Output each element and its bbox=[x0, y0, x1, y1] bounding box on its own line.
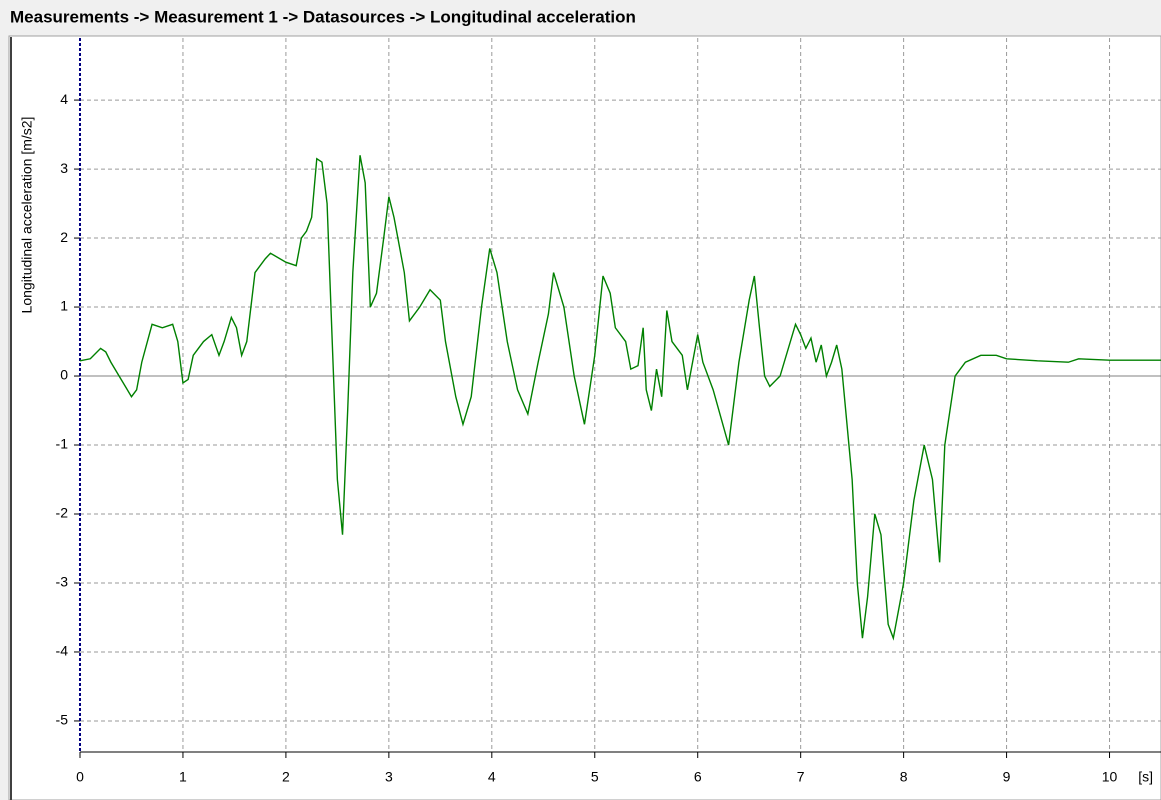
data-line bbox=[79, 155, 1161, 641]
y-tick-label: -5 bbox=[56, 712, 69, 728]
y-tick-label: -3 bbox=[56, 574, 69, 590]
x-tick-label: 5 bbox=[591, 769, 599, 785]
x-tick-label: 1 bbox=[179, 769, 187, 785]
labels: -5 -4 -3 -2 -1 0 1 2 3 4 0 1 2 3 4 5 6 7 8 9 10 bbox=[56, 91, 1118, 785]
y-tick-label: -1 bbox=[56, 436, 69, 452]
x-tick-label: 0 bbox=[76, 769, 84, 785]
x-axis-label: [s] bbox=[1138, 769, 1153, 785]
x-tick-label: 4 bbox=[488, 769, 496, 785]
y-tick-label: 4 bbox=[60, 91, 68, 107]
x-tick-label: 7 bbox=[797, 769, 805, 785]
x-tick-label: 3 bbox=[385, 769, 393, 785]
x-tick-label: 6 bbox=[694, 769, 702, 785]
y-tick-label: -4 bbox=[56, 643, 69, 659]
x-tick-label: 9 bbox=[1003, 769, 1011, 785]
y-tick-label: -2 bbox=[56, 505, 69, 521]
y-tick-label: 0 bbox=[60, 367, 68, 383]
y-tick-label: 1 bbox=[60, 298, 68, 314]
x-tick-label: 8 bbox=[900, 769, 908, 785]
x-tick-label: 10 bbox=[1102, 769, 1118, 785]
chart-title: Measurements -> Measurement 1 -> Datasou… bbox=[10, 7, 636, 26]
y-axis-label: Longitudinal acceleration [m/s2] bbox=[19, 117, 35, 314]
y-tick-label: 3 bbox=[60, 160, 68, 176]
y-tick-label: 2 bbox=[60, 229, 68, 245]
x-tick-label: 2 bbox=[282, 769, 290, 785]
grid bbox=[74, 38, 1161, 758]
marks bbox=[79, 155, 1161, 641]
